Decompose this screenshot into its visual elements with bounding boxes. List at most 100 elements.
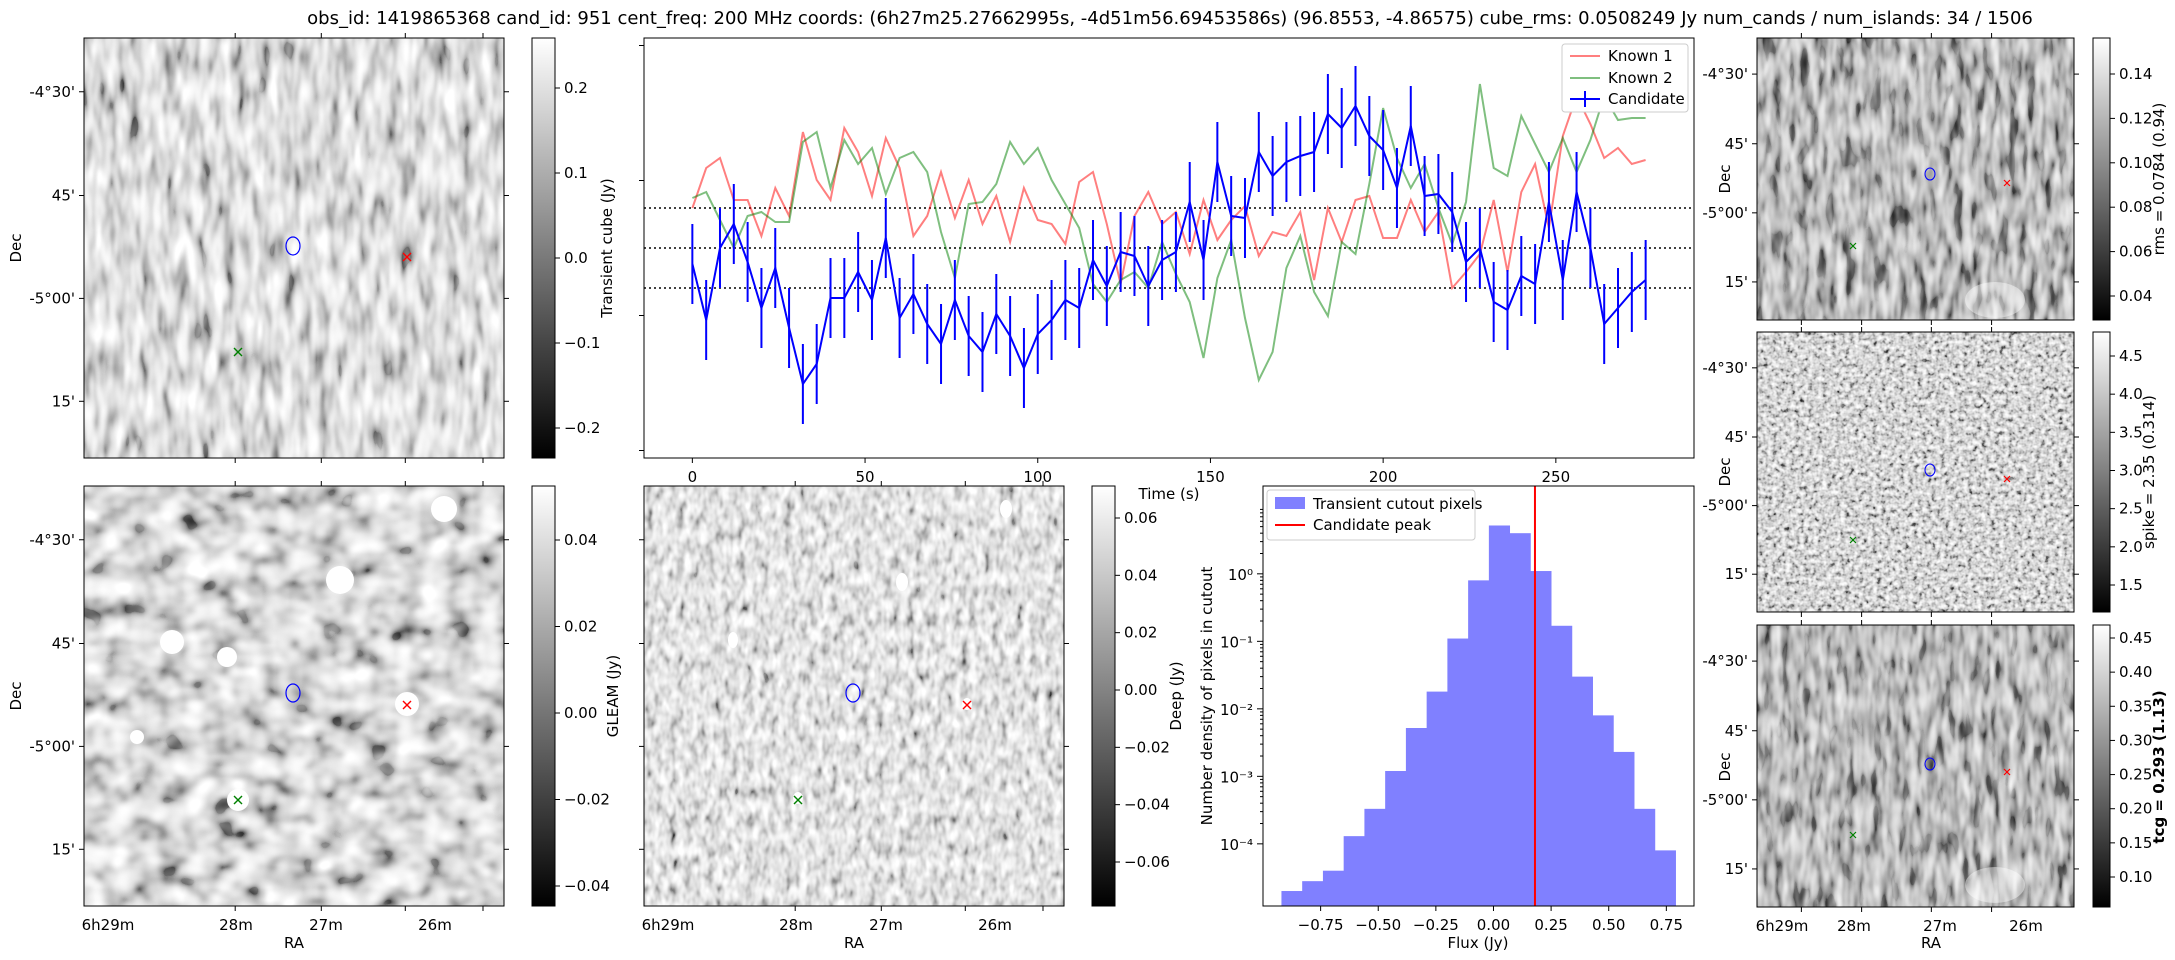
histogram-bar (1468, 580, 1490, 906)
colorbar-tick-label: 0.02 (1124, 624, 1157, 642)
colorbar-tick-label: 0.02 (564, 618, 597, 636)
histogram-bar (1530, 571, 1552, 906)
spike-image (1757, 332, 2074, 612)
colorbar-tick-label: 0.30 (2119, 731, 2152, 749)
dec-tick-label: -5°00' (29, 737, 75, 755)
histogram-chart: −0.75 −0.50 −0.25 0.00 0.25 0.50 0.75 10⁰10⁻¹1… (1198, 485, 1695, 952)
known-1-cross-icon (402, 252, 412, 262)
x-tick-label: −0.25 (1413, 916, 1459, 934)
colorbar-tick-label: 0.12 (2119, 109, 2152, 127)
ra-tick-label: 27m (309, 916, 343, 934)
dec-tick-label: 15' (1725, 565, 1748, 583)
dec-axis-label: Dec (1716, 752, 1734, 781)
known-1-cross-icon (2003, 179, 2011, 187)
legend-candidate-peak: Candidate peak (1313, 516, 1431, 534)
known-2-cross-icon (233, 347, 243, 357)
colorbar-tick-label: 0.10 (2119, 154, 2152, 172)
colorbar-tick-label: 0.2 (564, 79, 588, 97)
transient-image (84, 38, 504, 458)
lightcurve-x-ticks: 0 50 100 150 200 250 (688, 458, 1570, 486)
colorbar-tick-label: 0.20 (2119, 800, 2152, 818)
colorbar-tick-label: 0.08 (2119, 198, 2152, 216)
known-2-cross-icon (233, 795, 243, 805)
colorbar-tick-label: 0.10 (2119, 868, 2152, 886)
ra-tick-label: 27m (1923, 917, 1957, 935)
histogram-bar (1405, 728, 1428, 906)
colorbar-tick-label: 0.14 (2119, 65, 2152, 83)
colorbar-tick-label: −0.02 (564, 791, 610, 809)
known-1-cross-icon (402, 700, 412, 710)
dec-tick-label: -5°00' (1702, 791, 1748, 809)
histogram-y-label: Number density of pixels in cutout (1198, 567, 1216, 826)
histogram-bar (1654, 850, 1676, 906)
x-tick-label: 150 (1196, 468, 1225, 486)
tcg-image (1757, 625, 2074, 907)
dec-axis-label: Dec (7, 681, 25, 710)
candidate-contour-icon (1924, 757, 1936, 771)
colorbar-ticks: 0.45 0.40 0.35 0.30 0.25 0.20 0.15 0.10 (2110, 629, 2152, 886)
x-tick-label: −0.50 (1355, 916, 1401, 934)
legend-transient-pixels: Transient cutout pixels (1312, 495, 1483, 513)
colorbar-label: spike = 2.35 (0.314) (2140, 395, 2158, 549)
colorbar-tick-label: −0.04 (1124, 796, 1170, 814)
known-2-cross-icon (1849, 831, 1857, 839)
sky-panel-tcg: Dec RA (1716, 624, 2075, 952)
ra-tick-label: 28m (1837, 917, 1871, 935)
lightcurve-chart: 0 50 100 150 200 250 Time (s) Known 1 Known 2… (639, 37, 1695, 503)
histogram-bar (1634, 808, 1656, 906)
dec-tick-label: -5°00' (1702, 497, 1748, 515)
dec-tick-label: -5°00' (1702, 204, 1748, 222)
colorbar-ticks: 4.5 4.0 3.5 3.0 2.5 2.0 1.5 (2110, 347, 2143, 594)
known-1-cross-icon (2003, 768, 2011, 776)
colorbar-tick-label: 0.04 (1124, 566, 1157, 584)
ra-axis-label: RA (844, 934, 865, 952)
sky-panel-rms: Dec (1716, 37, 2075, 321)
legend-known-1: Known 1 (1608, 47, 1673, 65)
lightcurve-series (691, 66, 1647, 424)
histogram-bar (1447, 638, 1469, 906)
ra-axis-label: RA (284, 934, 305, 952)
figure-title: obs_id: 1419865368 cand_id: 951 cent_fre… (307, 8, 2033, 29)
rms-image (1757, 38, 2074, 320)
dec-tick-label: -4°30' (1702, 652, 1748, 670)
lightcurve-y-ticks (639, 45, 644, 451)
y-tick-label: 10⁰ (1228, 566, 1253, 584)
colorbar-label: Deep (Jy) (1167, 661, 1185, 730)
series-line-known-1 (691, 93, 1646, 291)
legend-swatch (1275, 497, 1305, 509)
colorbar-tick-label: 4.5 (2119, 347, 2143, 365)
y-tick-label: 10⁻⁴ (1220, 836, 1253, 854)
histogram-bars (1281, 525, 1676, 906)
dec-tick-label: 45' (52, 635, 75, 653)
legend-known-2: Known 2 (1608, 69, 1673, 87)
histogram-bar (1488, 525, 1511, 906)
colorbar-tick-label: 0.00 (564, 704, 597, 722)
colorbar-ticks: 0.14 0.12 0.10 0.08 0.06 0.04 (2110, 65, 2152, 305)
ra-tick-label: 6h29m (82, 916, 135, 934)
colorbar-tick-label: 0.25 (2119, 766, 2152, 784)
x-tick-label: 0.25 (1534, 916, 1567, 934)
dec-tick-label: 15' (52, 392, 75, 410)
x-tick-label: 100 (1023, 468, 1052, 486)
histogram-bar (1592, 715, 1614, 906)
histogram-bar (1302, 881, 1324, 906)
ra-tick-label: 26m (418, 916, 452, 934)
x-tick-label: 0 (688, 468, 698, 486)
dec-tick-label: -4°30' (1702, 359, 1748, 377)
histogram-bar (1426, 691, 1448, 906)
colorbar-tick-label: 2.5 (2119, 500, 2143, 518)
y-tick-label: 10⁻³ (1220, 768, 1253, 786)
histogram-bar (1571, 676, 1593, 906)
dec-tick-label: 15' (52, 840, 75, 858)
colorbar-tick-label: −0.04 (564, 877, 610, 895)
histogram-x-label: Flux (Jy) (1448, 934, 1509, 952)
ra-axis-label: RA (1921, 934, 1942, 952)
dec-axis-label: Dec (1716, 164, 1734, 193)
colorbar-ticks: 0.2 0.1 0.0 −0.1 −0.2 (555, 79, 600, 437)
colorbar-tick-label: 0.0 (564, 249, 588, 267)
dec-tick-label: -5°00' (29, 289, 75, 307)
x-tick-label: 0.50 (1592, 916, 1625, 934)
dec-tick-label: 15' (1725, 273, 1748, 291)
sky-panel-spike: Dec (1716, 331, 2075, 613)
histogram-bar (1385, 770, 1407, 906)
